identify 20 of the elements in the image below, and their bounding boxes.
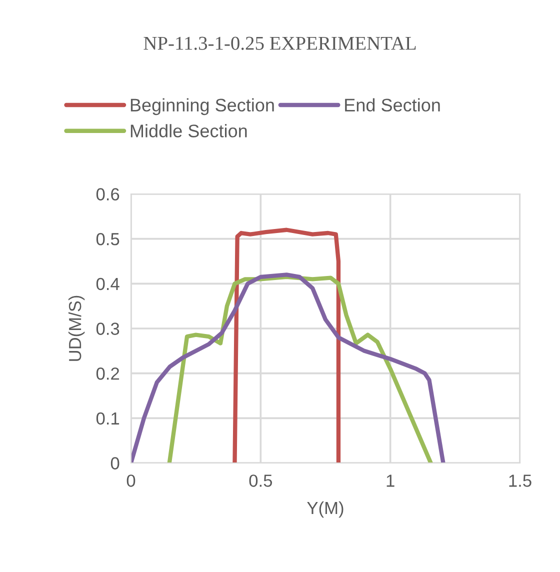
y-tick-label: 0.6: [96, 188, 120, 200]
y-tick-label: 0.2: [96, 368, 120, 380]
x-tick-label: 0.5: [249, 474, 272, 487]
y-axis-title: UD(M/S): [68, 296, 85, 361]
legend-label: End Section: [345, 98, 440, 112]
x-tick-label: 1.5: [509, 474, 532, 487]
legend-label: Middle Section: [130, 124, 247, 138]
x-tick-label: 0: [126, 474, 136, 487]
y-tick-label: 0: [110, 457, 120, 470]
line-series: [167, 274, 433, 463]
x-tick-label: 1: [386, 474, 394, 487]
y-tick-label: 0.1: [96, 412, 120, 425]
y-tick-label: 0.4: [96, 278, 120, 290]
y-tick-label: 0.5: [96, 233, 120, 246]
line-series: [131, 272, 446, 463]
x-axis-title: Y(M): [307, 501, 344, 518]
legend-label: Beginning Section: [130, 98, 274, 116]
line-series: [232, 228, 341, 463]
y-tick-label: 0.3: [96, 322, 120, 335]
chart-title: NP-11.3-1-0.25 EXPERIMENTAL: [144, 36, 416, 50]
